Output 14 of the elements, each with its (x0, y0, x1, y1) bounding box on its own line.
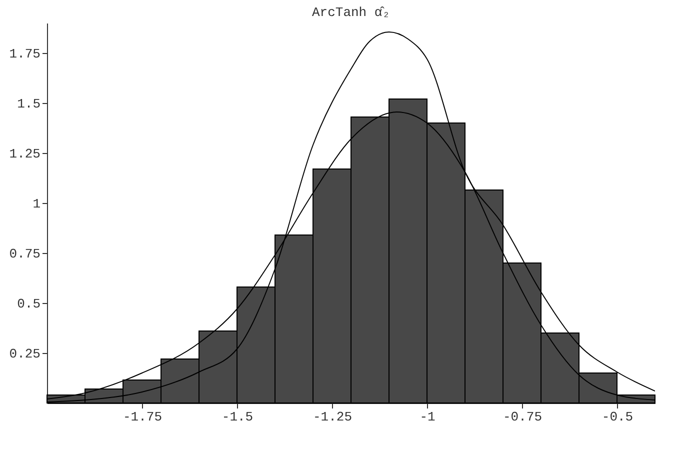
y-tick-label: 1 (32, 196, 41, 212)
x-tick-label: -0.5 (602, 410, 634, 424)
y-tick-label: 1.5 (17, 96, 40, 112)
y-tick-label: 0.25 (9, 346, 40, 362)
y-tick-label: 1.25 (9, 146, 40, 162)
chart-title: ArcTanh α̂₂ (312, 5, 390, 20)
y-tick-label: 0.75 (9, 246, 40, 262)
y-tick-label: 0.5 (17, 296, 40, 312)
x-tick-label: -0.75 (502, 410, 542, 424)
x-tick-label: -1.25 (312, 410, 352, 424)
x-tick-label: -1.75 (122, 410, 162, 424)
x-tick-label: -1 (420, 410, 436, 424)
x-tick-label: -1.5 (222, 410, 254, 424)
y-tick-label: 1.75 (9, 46, 40, 62)
